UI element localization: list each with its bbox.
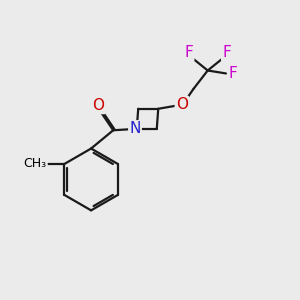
Text: O: O [176, 97, 188, 112]
Text: CH₃: CH₃ [24, 158, 47, 170]
Text: F: F [229, 66, 238, 81]
Text: F: F [184, 45, 193, 60]
Text: N: N [129, 121, 141, 136]
Text: F: F [222, 45, 231, 60]
Text: O: O [92, 98, 104, 113]
